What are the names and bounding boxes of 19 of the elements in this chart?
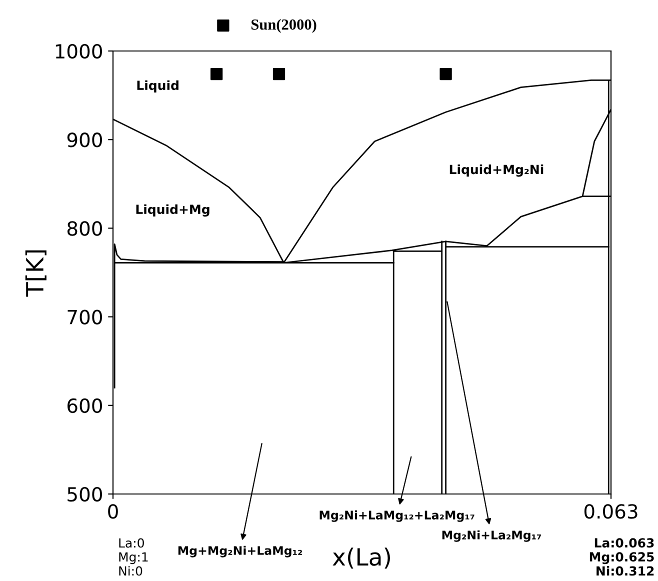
x-tick-label: 0 xyxy=(108,504,118,519)
text: La:0 Mg:1 Ni:0 xyxy=(119,538,148,576)
text: Mg₂Ni+LaMg₁₂+La₂Mg₁₇ xyxy=(320,510,474,522)
annotation: Liquid+Mg xyxy=(136,204,210,217)
text: Mg₂Ni+La₂Mg₁₇ xyxy=(442,530,541,542)
y-tick-label: 500 xyxy=(68,486,102,502)
text: Mg+Mg₂Ni+LaMg₁₂ xyxy=(178,546,302,558)
annotation: Liquid xyxy=(137,80,178,92)
x-tick-label: 0.063 xyxy=(584,504,638,519)
y-tick-label: 900 xyxy=(67,132,102,148)
y-tick-label: 700 xyxy=(68,310,102,324)
y-tick-label: 800 xyxy=(67,221,102,236)
x-axis-title: x(La) xyxy=(332,548,390,569)
text: La:0.063 Mg:0.625 Ni:0.312 xyxy=(590,538,654,576)
legend-label: Sun(2000) xyxy=(251,18,316,33)
y-tick-label: 600 xyxy=(68,398,102,414)
y-tick-label: 1000 xyxy=(56,44,102,59)
y-axis-title: T[K] xyxy=(25,250,46,297)
annotation: Liquid+Mg₂Ni xyxy=(450,164,544,177)
